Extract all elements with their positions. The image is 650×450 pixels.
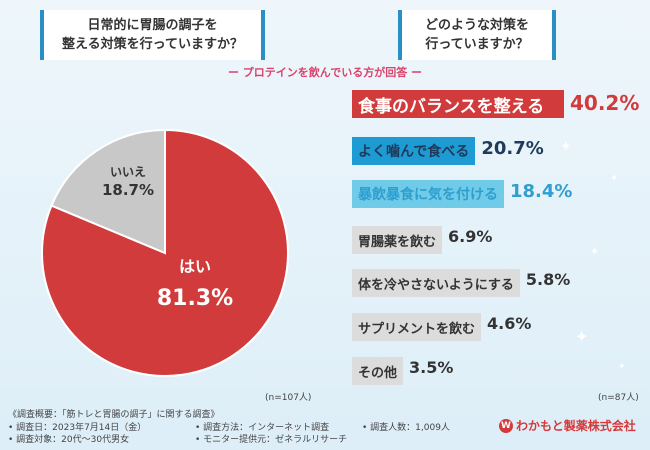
pie-n-label: (n=107人) (265, 393, 312, 403)
bar-1: よく噛んで食べる (352, 137, 476, 165)
survey-target: • 調査対象：20代〜30代男女 (8, 435, 130, 445)
sparkle-icon: ✦ (560, 139, 572, 155)
subtitle: ー プロテインを飲んでいる方が回答 ー (227, 66, 423, 79)
bar-value-4: 5.8% (525, 270, 571, 289)
pie-chart: いいえ 18.7% はい 81.3% (41, 128, 289, 377)
pie-value-yes: 81.3% (157, 286, 233, 311)
bar-label-0: 食事のバランスを整える (358, 96, 545, 117)
bar-value-1: 20.7% (481, 138, 544, 159)
survey-date: • 調査日：2023年7月14日（金） (8, 423, 147, 433)
sparkle-icon: ✦ (590, 245, 600, 258)
bar-n-label: (n=87人) (598, 393, 639, 403)
bar-3: 胃腸薬を飲む (352, 226, 443, 254)
pie-slice-no (50, 128, 166, 255)
question-2-line-2: 行っていますか？ (425, 37, 529, 52)
question-1-box: 日常的に胃腸の調子を 整える対策を行っていますか？ (40, 10, 265, 60)
bar-value-3: 6.9% (448, 227, 493, 246)
survey-method: • 調査方法：インターネット調査 (195, 423, 330, 433)
sparkle-icon: ✦ (618, 362, 626, 372)
bar-label-2: 暴飲暴食に気を付ける (358, 187, 498, 203)
bar-label-1: よく噛んで食べる (358, 144, 470, 160)
bar-4: 体を冷やさないようにする (352, 269, 520, 297)
bar-0: 食事のバランスを整える (352, 90, 564, 118)
company-name: わかもと製薬株式会社 (516, 419, 636, 433)
question-1-line-2: 整える対策を行っていますか？ (62, 37, 243, 52)
logo-mark-icon: W (499, 418, 513, 433)
question-1-line-1: 日常的に胃腸の調子を (87, 18, 218, 33)
bar-6: その他 (352, 357, 404, 385)
company-logo: W わかもと製薬株式会社 (499, 417, 636, 434)
bar-5: サプリメントを飲む (352, 313, 482, 341)
bar-2: 暴飲暴食に気を付ける (352, 180, 504, 208)
bar-value-6: 3.5% (409, 358, 454, 377)
bar-value-0: 40.2% (570, 91, 640, 115)
bar-value-5: 4.6% (487, 314, 532, 333)
survey-provider: • モニター提供元：ゼネラルリサーチ (195, 435, 348, 445)
pie-value-no: 18.7% (102, 181, 154, 199)
sparkle-icon: ✦ (610, 173, 619, 184)
bar-label-3: 胃腸薬を飲む (358, 234, 437, 250)
survey-title: 《調査概要：「筋トレと胃腸の調子」に関する調査》 (8, 410, 220, 420)
question-2-box: どのような対策を 行っていますか？ (398, 10, 556, 60)
bar-label-5: サプリメントを飲む (358, 321, 476, 337)
question-2-line-1: どのような対策を (424, 18, 529, 33)
pie-label-yes: はい (179, 257, 211, 276)
bar-label-4: 体を冷やさないようにする (358, 277, 514, 293)
pie-label-no: いいえ (110, 165, 146, 179)
sparkle-icon: ✦ (575, 327, 589, 346)
survey-count: • 調査人数：1,009人 (362, 423, 450, 433)
bar-value-2: 18.4% (510, 181, 573, 202)
bar-label-6: その他 (358, 365, 398, 381)
